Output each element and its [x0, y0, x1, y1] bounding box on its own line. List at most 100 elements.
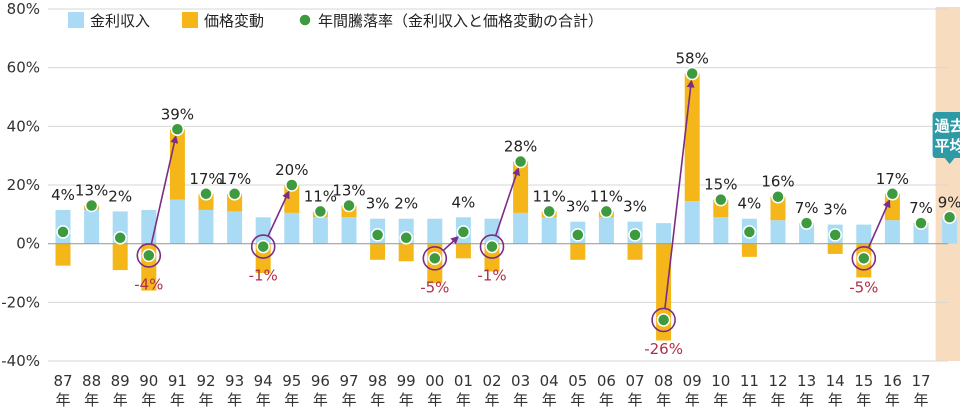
total-return-marker: [84, 198, 99, 213]
data-label: 17%: [876, 170, 909, 188]
y-tick-label: 60%: [7, 59, 40, 77]
total-return-marker: [771, 189, 785, 204]
x-tick-label-unit: 年: [656, 391, 671, 409]
total-return-marker: [599, 204, 614, 219]
total-return-marker: [857, 251, 871, 266]
bar-price-change: [398, 243, 414, 262]
data-label: -1%: [477, 267, 506, 285]
x-tick-label-year: 14: [826, 372, 845, 390]
bar-price-change: [627, 243, 643, 260]
x-tick-label-year: 12: [768, 372, 787, 390]
bar-price-change: [455, 243, 471, 259]
data-label: 9%: [938, 193, 960, 211]
x-tick-label-year: 13: [797, 372, 816, 390]
average-badge-pointer: [944, 158, 955, 164]
bar-interest: [84, 209, 100, 244]
x-tick-label-unit: 年: [198, 391, 213, 409]
x-tick-label-year: 97: [339, 372, 358, 390]
total-return-marker: [628, 228, 642, 242]
x-tick-label-unit: 年: [170, 391, 185, 409]
x-tick-label-year: 09: [683, 372, 702, 390]
bar-interest: [284, 212, 300, 244]
legend-marker-total: [298, 13, 312, 27]
average-badge-line-2: 平均: [935, 137, 960, 155]
x-tick-label-unit: 年: [227, 391, 242, 409]
bar-price-change: [513, 161, 529, 213]
total-return-marker: [199, 187, 213, 201]
bar-price-change: [55, 243, 71, 266]
total-return-marker: [828, 228, 842, 242]
x-tick-label-unit: 年: [313, 391, 328, 409]
total-return-marker: [256, 239, 270, 254]
total-return-marker: [485, 239, 499, 254]
negative-highlight-ring: [851, 246, 877, 271]
total-return-marker: [513, 154, 528, 169]
average-band: [935, 7, 960, 361]
rebound-arrow: [150, 135, 179, 244]
data-label: 17%: [189, 170, 222, 188]
data-label: 16%: [761, 173, 794, 191]
x-tick-label-unit: 年: [885, 391, 900, 409]
bar-price-change: [741, 243, 757, 257]
bar-interest: [169, 199, 185, 244]
x-tick-label-unit: 年: [341, 391, 356, 409]
x-tick-label-unit: 年: [456, 391, 471, 409]
legend-swatch-price: [182, 12, 198, 28]
y-tick-label: 80%: [7, 0, 40, 18]
x-tick-label-year: 96: [311, 372, 330, 390]
bar-interest: [598, 217, 614, 244]
x-tick-label-unit: 年: [913, 391, 928, 409]
x-tick-label-unit: 年: [799, 391, 814, 409]
x-tick-label-year: 06: [597, 372, 616, 390]
bar-price-change: [169, 129, 185, 200]
data-label: 11%: [533, 187, 566, 205]
data-label: 4%: [51, 186, 75, 204]
x-tick-label-year: 10: [711, 372, 730, 390]
x-tick-label-year: 88: [82, 372, 101, 390]
total-return-marker: [342, 198, 356, 213]
data-label: -4%: [134, 275, 163, 293]
data-label: -5%: [420, 278, 449, 296]
rebound-arrow: [664, 79, 695, 309]
x-tick-label-year: 15: [854, 372, 873, 390]
data-label: 13%: [75, 182, 108, 200]
x-tick-label-unit: 年: [513, 391, 528, 409]
x-tick-label-year: 87: [53, 372, 72, 390]
x-tick-label-unit: 年: [542, 391, 557, 409]
data-label: 28%: [504, 138, 537, 156]
total-return-marker: [942, 210, 957, 225]
x-tick-label-year: 07: [625, 372, 644, 390]
data-label: 3%: [566, 198, 590, 216]
data-label: 17%: [218, 170, 251, 188]
x-tick-label-year: 00: [425, 372, 444, 390]
x-tick-label-year: 94: [254, 372, 273, 390]
negative-highlight-ring: [250, 234, 276, 259]
average-badge-line-1: 過去: [934, 117, 960, 135]
x-tick-label-unit: 年: [113, 391, 128, 409]
bar-interest: [312, 217, 328, 244]
total-return-marker: [113, 231, 127, 245]
rebound-arrow: [867, 199, 891, 248]
data-label: 4%: [738, 195, 762, 213]
negative-highlight-ring: [479, 234, 505, 259]
data-label: 13%: [332, 182, 365, 200]
bar-price-change: [684, 73, 700, 202]
total-return-marker: [656, 313, 671, 327]
x-tick-label-unit: 年: [427, 391, 442, 409]
bar-interest: [770, 220, 786, 244]
data-label: 3%: [623, 198, 647, 216]
bar-interest: [684, 201, 700, 244]
x-tick-label-unit: 年: [828, 391, 843, 409]
total-return-marker: [142, 248, 156, 263]
data-label: 39%: [161, 105, 194, 123]
x-tick-label-unit: 年: [856, 391, 871, 409]
legend-label-price: 価格変動: [204, 12, 264, 30]
total-return-marker: [571, 228, 585, 242]
x-tick-label-year: 90: [139, 372, 158, 390]
y-tick-label: 40%: [7, 117, 40, 135]
data-label: 11%: [304, 187, 337, 205]
bar-interest: [513, 212, 529, 244]
x-tick-label-unit: 年: [599, 391, 614, 409]
x-tick-label-unit: 年: [742, 391, 757, 409]
